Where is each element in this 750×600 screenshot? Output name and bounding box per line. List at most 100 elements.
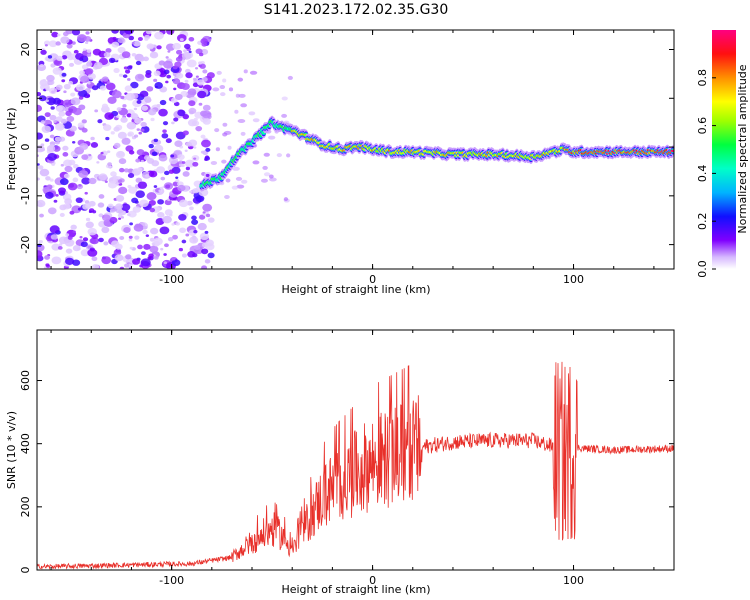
spectrogram-noise-blob bbox=[174, 140, 183, 147]
spectrogram-noise-blob bbox=[222, 122, 228, 127]
spectrogram-noise-blob bbox=[121, 51, 131, 59]
spectrogram-noise-blob bbox=[109, 165, 113, 169]
spectrogram-noise-blob bbox=[112, 175, 118, 180]
spectrogram-noise-blob bbox=[88, 153, 92, 157]
spectrogram-noise-blob bbox=[164, 209, 173, 216]
spectrogram-noise-blob bbox=[237, 118, 246, 123]
snr-frame bbox=[36, 329, 675, 571]
spectrogram-noise-blob bbox=[168, 169, 175, 174]
spectrogram-noise-blob bbox=[55, 123, 65, 131]
spectrogram-noise-blob bbox=[184, 43, 191, 49]
colorbar-tick-label: 0.8 bbox=[696, 69, 709, 87]
spectrogram-noise-blob bbox=[192, 188, 199, 194]
spectrogram-noise-blob bbox=[65, 30, 74, 35]
spectrogram-noise-blob bbox=[153, 78, 158, 82]
spectrogram-noise-blob bbox=[118, 217, 122, 220]
spectrogram-noise-blob bbox=[198, 52, 204, 57]
spectrogram-noise-blob bbox=[122, 104, 127, 108]
spectrogram-noise-blob bbox=[42, 79, 46, 82]
spectrogram-noise-blob bbox=[51, 256, 62, 265]
spectrogram-noise-blob bbox=[110, 131, 115, 135]
spectrogram-noise-blob bbox=[98, 173, 108, 181]
spectrogram-noise-blob bbox=[75, 84, 85, 92]
spectrogram-noise-blob bbox=[87, 248, 98, 257]
spectrogram-noise-blob bbox=[123, 66, 128, 70]
spectrogram-noise-blob bbox=[98, 237, 104, 243]
spectrogram-noise-blob bbox=[163, 261, 168, 265]
spectrogram-noise-blob bbox=[124, 30, 134, 35]
spectrogram-noise-blob bbox=[205, 213, 211, 218]
spectrogram-noise-blob bbox=[144, 37, 149, 41]
spectrogram-noise-blob bbox=[134, 235, 140, 240]
spectrogram-noise-blob bbox=[148, 44, 154, 49]
spectrogram-noise-blob bbox=[105, 82, 116, 91]
spectrogram-noise-blob bbox=[142, 225, 148, 230]
spectrogram-noise-blob bbox=[135, 177, 143, 183]
spectrogram-noise-blob bbox=[37, 201, 40, 206]
spectrogram-noise-blob bbox=[128, 210, 137, 218]
spectrogram-noise-blob bbox=[175, 176, 179, 179]
spectrogram-noise-blob bbox=[214, 128, 220, 133]
snr-xtick-label: -100 bbox=[159, 574, 184, 587]
spectrogram-noise-blob bbox=[172, 42, 182, 50]
spectrogram-noise-blob bbox=[93, 61, 103, 70]
spectrogram-noise-blob bbox=[66, 43, 73, 49]
spectrogram-noise-blob bbox=[123, 168, 130, 173]
spectrogram-noise-blob bbox=[101, 103, 109, 109]
spectrogram-noise-blob bbox=[204, 230, 209, 234]
spectrogram-noise-blob bbox=[40, 49, 47, 55]
spectrogram-noise-blob bbox=[178, 199, 189, 208]
spectrogram-noise-blob bbox=[117, 131, 127, 139]
spectrogram-noise-blob bbox=[113, 142, 121, 149]
spectrogram-noise-blob bbox=[184, 79, 189, 83]
spectrogram-noise-blob bbox=[115, 203, 123, 210]
spectrogram-noise-blob bbox=[164, 199, 172, 206]
spectrogram-noise-blob bbox=[176, 34, 187, 42]
spectrogram-noise-blob bbox=[240, 131, 246, 136]
spectrogram-noise-blob bbox=[222, 78, 227, 83]
spectrogram-noise-blob bbox=[147, 256, 152, 260]
spectrogram-noise-blob bbox=[166, 74, 172, 79]
spectrogram-noise-blob bbox=[149, 207, 156, 213]
spectrogram-noise-blob bbox=[119, 266, 125, 269]
spectrogram-noise-blob bbox=[55, 194, 59, 197]
spectrogram-noise-blob bbox=[193, 157, 197, 160]
figure-title: S141.2023.172.02.35.G30 bbox=[264, 2, 449, 18]
spectrogram-noise-blob bbox=[268, 135, 276, 140]
spectrogram-noise-blob bbox=[120, 216, 125, 219]
spectrogram-noise-blob bbox=[65, 110, 72, 117]
spectrogram-noise-blob bbox=[165, 138, 172, 144]
spectrogram-noise-blob bbox=[117, 179, 123, 184]
spectrogram-noise-blob bbox=[176, 49, 183, 55]
spectrogram-noise-blob bbox=[107, 96, 117, 104]
spectrogram-noise-blob bbox=[73, 164, 79, 169]
spectrogram-noise-blob bbox=[194, 244, 201, 251]
spectrogram-noise-blob bbox=[252, 160, 260, 165]
spectrogram-noise-blob bbox=[156, 45, 162, 50]
spectrogram-noise-blob bbox=[37, 91, 42, 97]
spectrogram-noise-blob bbox=[133, 134, 139, 138]
spectrogram-noise-blob bbox=[173, 87, 177, 91]
spectrogram-noise-blob bbox=[45, 87, 50, 91]
spectrogram-noise-blob bbox=[40, 120, 46, 124]
spectrogram-noise-blob bbox=[51, 162, 56, 166]
spectrogram-noise-blob bbox=[77, 207, 82, 211]
spectrogram-noise-blob bbox=[177, 184, 186, 192]
spectrogram-noise-blob bbox=[91, 85, 99, 91]
spectrogram-noise-blob bbox=[178, 247, 184, 252]
spectrogram-noise-blob bbox=[72, 245, 81, 252]
snr-series-line bbox=[37, 361, 674, 570]
spectrogram-noise-blob bbox=[61, 79, 66, 83]
spectrogram-noise-blob bbox=[220, 92, 226, 97]
colorbar-label: Normalized spectral amplitude bbox=[736, 64, 749, 233]
spectrogram-noise-blob bbox=[106, 150, 111, 154]
spectrogram-noise-blob bbox=[222, 132, 228, 137]
spectrogram-noise-blob bbox=[191, 219, 199, 225]
spectrogram-noise-blob bbox=[42, 186, 51, 193]
spectrogram-noise-blob bbox=[201, 248, 209, 255]
spectrogram-noise-blob bbox=[263, 152, 270, 157]
spectrogram-noise-blob bbox=[91, 256, 98, 262]
spectrogram-noise-blob bbox=[182, 130, 189, 136]
spectrogram-noise-blob bbox=[85, 41, 89, 45]
spectrogram-noise-blob bbox=[162, 121, 169, 126]
